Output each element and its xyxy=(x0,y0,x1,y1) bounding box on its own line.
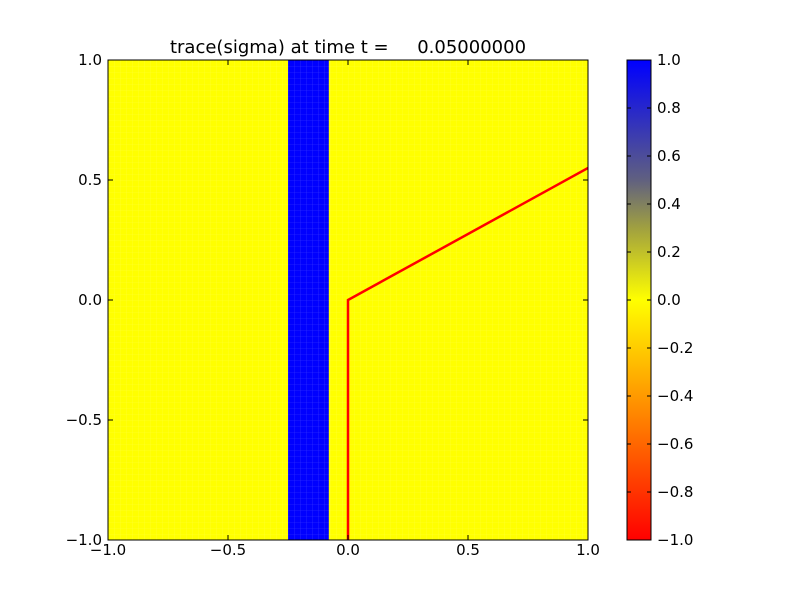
colorbar-tick-label: 0.0 xyxy=(657,291,681,309)
x-axis: −1.0 −0.5 0.0 0.5 1.0 xyxy=(90,60,600,559)
y-tick-label: −0.5 xyxy=(66,411,102,429)
x-tick-label: 0.0 xyxy=(336,541,360,559)
colorbar-tick-label: −0.4 xyxy=(657,387,693,405)
series-line xyxy=(346,166,588,540)
colorbar-ticks: 1.0 0.8 0.6 0.4 0.2 0.0 −0.2 −0.4 −0.6 −0.8 −1.0 xyxy=(627,51,693,549)
y-tick-label: 0.5 xyxy=(78,171,102,189)
y-tick-label: 1.0 xyxy=(78,51,102,69)
colorbar-tick-label: −0.6 xyxy=(657,435,693,453)
x-tick-label: −0.5 xyxy=(210,541,246,559)
plot-area: −1.0 −0.5 0.0 0.5 1.0 −1.0 −0.5 0.0 0.5 1.0 xyxy=(66,51,600,559)
x-tick-label: 1.0 xyxy=(576,541,600,559)
y-tick-label: 0.0 xyxy=(78,291,102,309)
series-lines xyxy=(346,166,588,540)
colorbar: 1.0 0.8 0.6 0.4 0.2 0.0 −0.2 −0.4 −0.6 −0.8 −1.0 xyxy=(626,51,693,549)
colorbar-tick-label: 0.2 xyxy=(657,243,681,261)
colorbar-tick-label: −1.0 xyxy=(657,531,693,549)
colorbar-tick-label: 1.0 xyxy=(657,51,681,69)
x-tick-label: −1.0 xyxy=(90,541,126,559)
colorbar-tick-label: 0.4 xyxy=(657,195,681,213)
y-tick-label: −1.0 xyxy=(66,531,102,549)
colorbar-tick-label: −0.8 xyxy=(657,483,693,501)
chart-title: trace(sigma) at time t = 0.05000000 xyxy=(170,37,526,58)
colorbar-tick-label: −0.2 xyxy=(657,339,693,357)
y-axis: −1.0 −0.5 0.0 0.5 1.0 xyxy=(66,51,588,549)
colorbar-tick-label: 0.6 xyxy=(657,147,681,165)
colorbar-tick-label: 0.8 xyxy=(657,99,681,117)
x-tick-label: 0.5 xyxy=(456,541,480,559)
